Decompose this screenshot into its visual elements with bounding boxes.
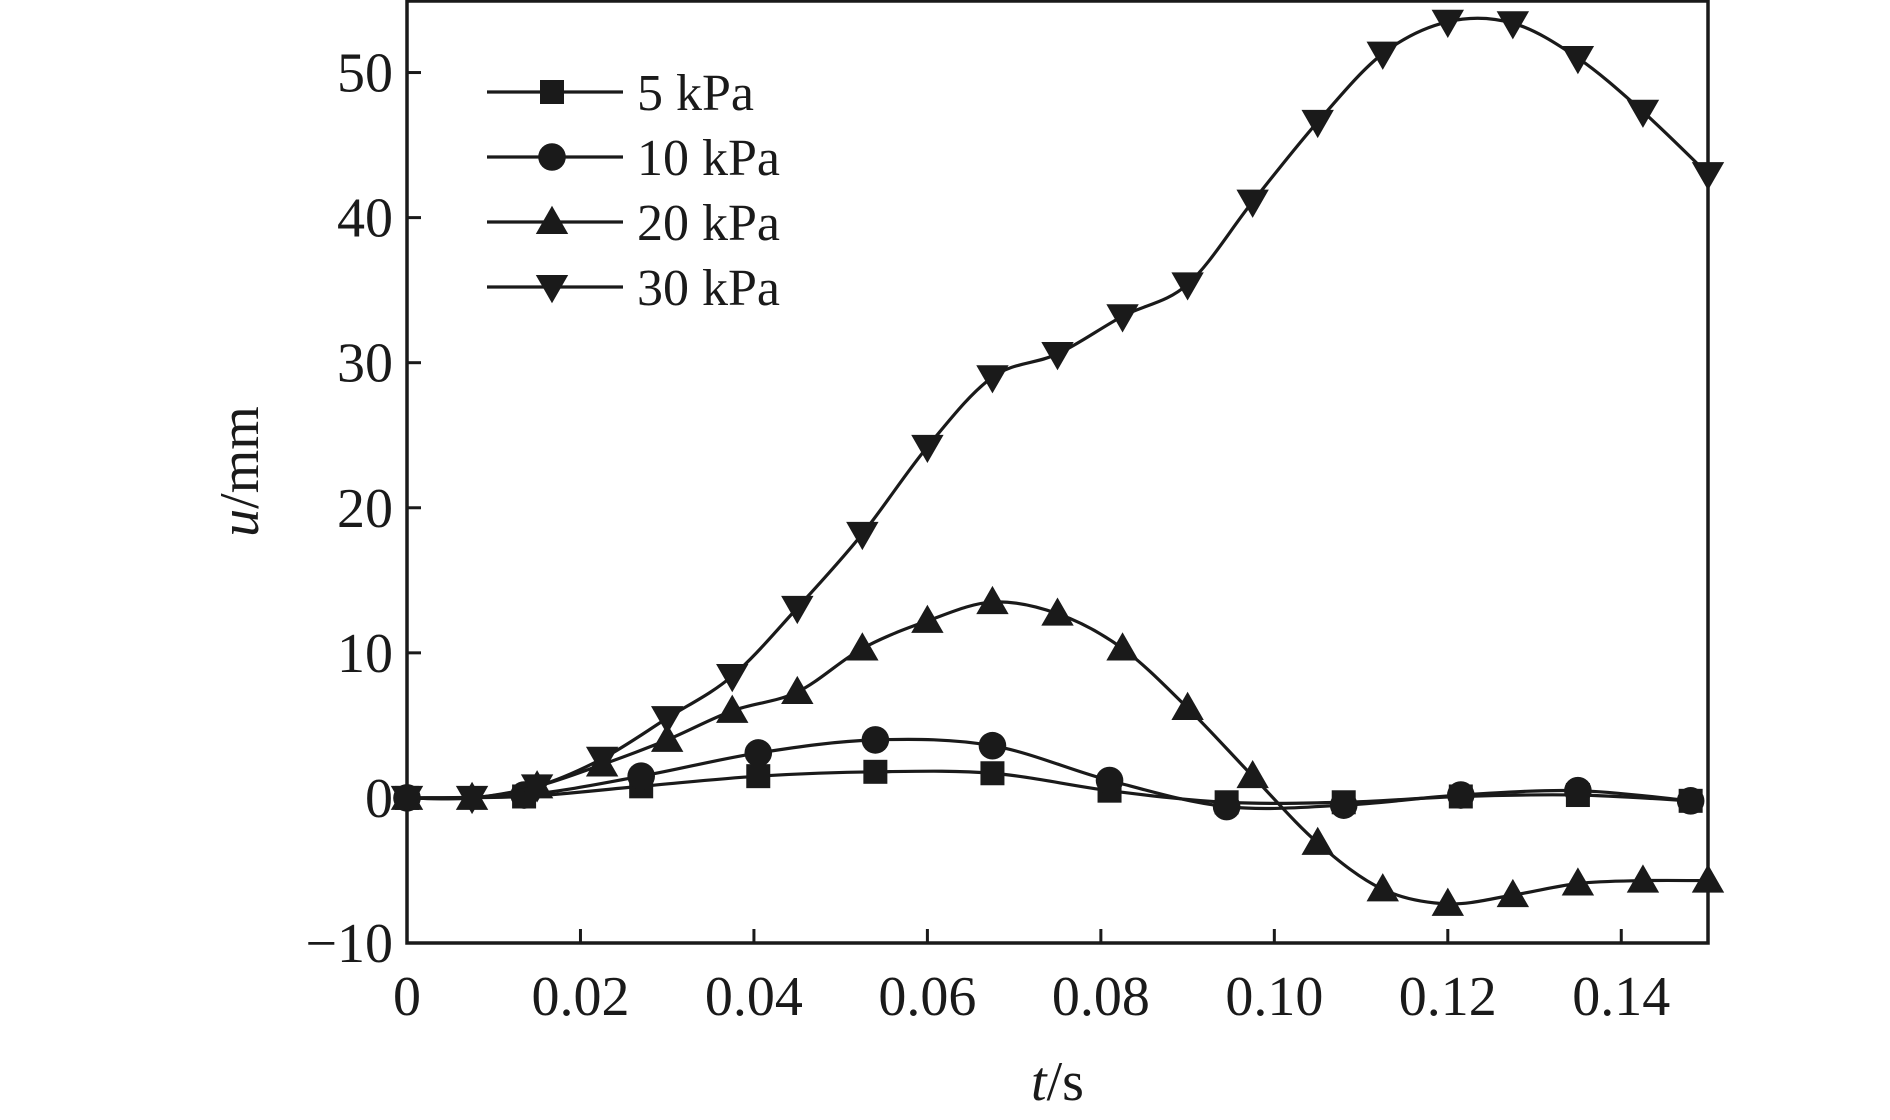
x-tick-label: 0.02: [531, 966, 629, 1028]
data-point: [1329, 791, 1358, 819]
legend-item: 10 kPa: [487, 130, 780, 187]
data-point: [1691, 162, 1725, 191]
x-tick-label: 0: [393, 966, 421, 1028]
data-point: [976, 585, 1009, 615]
series-4: [390, 9, 1725, 815]
data-point: [1171, 691, 1204, 720]
y-tick-label: 30: [337, 333, 393, 395]
data-point: [861, 726, 890, 754]
y-tick-label: 10: [337, 623, 393, 685]
series-2: [393, 726, 1705, 821]
y-axis-label: u/mm: [209, 406, 271, 537]
data-point: [1301, 826, 1334, 855]
legend-label: 10 kPa: [637, 130, 780, 187]
x-axis-label: t/s: [1031, 1051, 1084, 1113]
data-point: [585, 746, 619, 775]
data-point: [846, 632, 879, 661]
x-tick-label: 0.06: [878, 966, 976, 1028]
data-point: [1095, 766, 1124, 795]
data-point: [1626, 864, 1660, 893]
legend-marker: [540, 80, 564, 104]
data-point: [1626, 99, 1660, 128]
data-point: [1561, 46, 1595, 75]
data-point: [716, 664, 749, 693]
data-point: [455, 785, 489, 815]
legend-label: 5 kPa: [637, 65, 754, 122]
data-point: [1106, 304, 1139, 333]
y-tick-label: 40: [337, 188, 393, 250]
legend-marker: [538, 143, 566, 171]
data-point: [1496, 878, 1530, 908]
legend-item: 20 kPa: [487, 195, 780, 252]
y-tick-label: −10: [305, 913, 393, 975]
series-layer: [390, 9, 1725, 916]
legend-label: 20 kPa: [637, 195, 780, 252]
y-tick-label: 20: [337, 478, 393, 540]
x-tick-label: 0.10: [1225, 966, 1323, 1028]
data-point: [1431, 887, 1464, 916]
x-tick-label: 0.04: [705, 966, 803, 1028]
x-tick-label: 0.14: [1572, 966, 1670, 1028]
data-point: [1431, 9, 1464, 38]
series-line: [406, 16, 1710, 801]
data-point: [976, 365, 1009, 394]
x-tick-label: 0.08: [1052, 966, 1150, 1028]
data-point: [1447, 781, 1475, 809]
data-point: [911, 604, 944, 633]
y-tick-label: 50: [337, 43, 393, 105]
legend-marker: [535, 205, 569, 234]
data-point: [390, 785, 424, 815]
axes: 0 0.02 0.04 0.06 0.08 0.10 0.12 0.14−1001020304…: [305, 0, 1710, 1028]
data-point: [744, 739, 773, 767]
legend-label: 30 kPa: [637, 260, 780, 317]
data-point: [1106, 632, 1139, 661]
data-point: [627, 762, 655, 790]
data-point: [1564, 776, 1592, 805]
data-point: [520, 774, 554, 803]
data-point: [863, 759, 888, 784]
data-point: [1301, 109, 1334, 139]
plot-frame: [405, 0, 1710, 945]
data-point: [978, 731, 1007, 760]
data-point: [651, 723, 684, 752]
data-point: [1366, 41, 1399, 70]
data-point: [1691, 864, 1725, 893]
data-point: [846, 521, 879, 551]
data-point: [1676, 787, 1705, 815]
data-point: [1561, 867, 1595, 896]
data-point: [746, 764, 771, 789]
data-point: [1171, 272, 1204, 301]
data-point: [1366, 873, 1399, 902]
legend: 5 kPa 10 kPa 20 kPa 30 kPa: [487, 65, 780, 317]
legend-item: 30 kPa: [487, 260, 780, 317]
data-point: [781, 675, 814, 705]
legend-item: 5 kPa: [487, 65, 754, 122]
data-point: [716, 694, 749, 723]
x-tick-label: 0.12: [1399, 966, 1497, 1028]
data-point: [781, 595, 814, 625]
data-point: [1496, 11, 1530, 40]
data-point: [1041, 597, 1074, 626]
data-point: [651, 706, 684, 735]
data-point: [1041, 341, 1074, 371]
series-3: [390, 585, 1725, 916]
legend-marker: [535, 275, 569, 304]
y-tick-label: 0: [365, 768, 393, 830]
data-point: [980, 761, 1005, 786]
data-point: [1212, 792, 1241, 821]
data-point: [911, 434, 944, 464]
data-point: [1236, 759, 1269, 789]
data-point: [1236, 189, 1269, 218]
